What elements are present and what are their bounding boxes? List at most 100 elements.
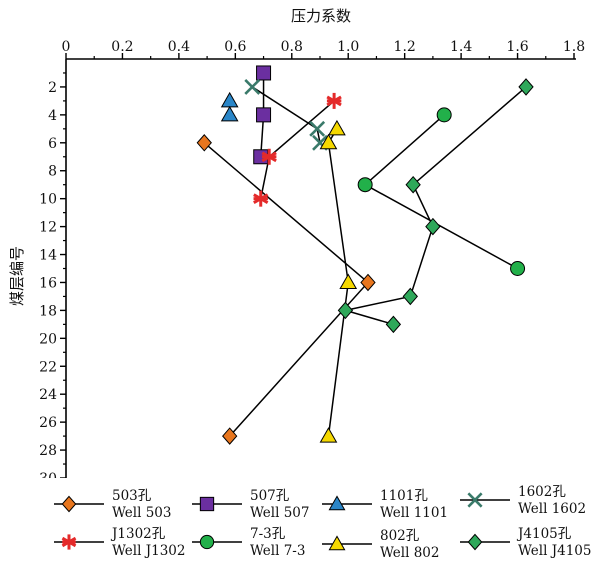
x-tick-label: 0.4 (168, 39, 190, 55)
data-point (357, 177, 373, 193)
legend: 503孔 Well 503 507孔 Well 507 1101孔 Well 1… (0, 478, 591, 564)
data-point-stroke (244, 79, 261, 95)
x-tick-label: 0.6 (224, 39, 246, 55)
legend-symbol (460, 533, 510, 551)
legend-label-en: Well 507 (250, 505, 310, 521)
legend-label-en: Well J1302 (112, 543, 186, 559)
data-point (220, 91, 239, 108)
data-point (510, 261, 526, 276)
chart-svg: 压力系数 煤层编号 0 0.2 0.4 0.6 0.8 1.0 1.2 1.4 1.6 1.824… (8, 7, 585, 487)
x-tick-label: 1.2 (394, 39, 416, 55)
legend-symbol (322, 535, 372, 551)
data-point (199, 534, 215, 550)
data-point-stroke (467, 492, 483, 508)
legend-symbol (54, 534, 104, 550)
data-point (244, 79, 261, 95)
y-tick-label: 4 (48, 108, 57, 124)
data-point (518, 78, 534, 96)
y-tick-label: 24 (39, 387, 57, 403)
legend-label-en: Well 802 (380, 545, 440, 561)
y-tick-label: 22 (39, 359, 57, 375)
y-tick-label: 14 (39, 248, 57, 264)
data-point (220, 105, 239, 122)
legend-label: 503孔 (112, 488, 152, 504)
x-tick-label: 1.6 (506, 39, 528, 55)
y-tick-label: 18 (39, 303, 57, 319)
legend-item: 7-3孔 Well 7-3 (190, 526, 340, 566)
data-point (339, 273, 358, 289)
data-point (309, 120, 326, 137)
data-point (405, 175, 421, 194)
y-tick-label: 30 (39, 471, 57, 478)
series-lines (203, 72, 527, 437)
data-point (61, 495, 77, 513)
x-tick-label: 1.4 (450, 39, 472, 55)
x-tick-label: 0.2 (111, 39, 133, 55)
legend-symbol (192, 534, 242, 550)
data-point (253, 190, 269, 207)
series-line (345, 86, 527, 326)
data-point (222, 427, 238, 445)
data-point (385, 315, 402, 334)
legend-item: 1101孔 Well 1101 (320, 488, 470, 528)
legend-label: 1101孔 (380, 488, 428, 504)
x-tick-label: 0 (62, 39, 71, 55)
y-axis-title: 煤层编号 (8, 246, 26, 306)
legend-label-en: Well 503 (112, 505, 172, 521)
data-point-stroke (309, 120, 326, 137)
data-point (467, 492, 483, 508)
legend-label-en: Well 1101 (380, 505, 449, 521)
data-point (196, 134, 212, 152)
y-tick-label: 8 (48, 164, 57, 180)
y-tick-label: 20 (39, 331, 57, 347)
legend-item: 503孔 Well 503 (52, 488, 202, 528)
data-point (425, 217, 441, 236)
legend-label: 1602孔 (518, 484, 566, 500)
legend-item: 507孔 Well 507 (190, 488, 340, 528)
series-line (203, 142, 370, 437)
x-tick-label: 1.0 (337, 39, 359, 55)
y-tick-label: 26 (39, 415, 57, 431)
data-point (319, 427, 338, 443)
data-point (402, 287, 418, 306)
series-line (363, 114, 518, 270)
legend-item: 802孔 Well 802 (320, 528, 470, 568)
axes: 0 0.2 0.4 0.6 0.8 1.0 1.2 1.4 1.6 1.8246810121416… (39, 39, 585, 487)
legend-label: 507孔 (250, 488, 290, 504)
data-point (467, 533, 483, 551)
legend-symbol (460, 492, 510, 508)
legend-symbol (54, 495, 104, 513)
legend-item: J4105孔 Well J4105 (458, 526, 591, 566)
y-tick-label: 2 (48, 80, 57, 96)
legend-label: 802孔 (380, 528, 420, 544)
y-tick-label: 12 (39, 220, 57, 236)
data-point (337, 301, 354, 320)
data-point (360, 273, 376, 292)
data-point (326, 92, 342, 109)
x-tick-label: 0.8 (281, 39, 303, 55)
data-point (61, 534, 77, 550)
data-point (199, 496, 215, 512)
data-point (328, 535, 346, 551)
data-point (261, 148, 277, 165)
legend-label-en: Well 7-3 (250, 543, 306, 559)
legend-label: J1302孔 (112, 526, 166, 542)
legend-item: J1302孔 Well J1302 (52, 526, 202, 566)
legend-label-en: Well 1602 (518, 501, 587, 517)
legend-item: 1602孔 Well 1602 (458, 484, 591, 524)
series-line (327, 128, 349, 437)
x-tick-label: 1.8 (563, 39, 585, 55)
x-axis-title: 压力系数 (291, 7, 351, 25)
data-point (436, 107, 452, 123)
data-point (256, 65, 272, 81)
y-tick-label: 28 (39, 443, 57, 459)
y-tick-label: 6 (48, 136, 57, 152)
y-tick-label: 10 (39, 192, 57, 208)
data-point (328, 119, 346, 136)
legend-label: 7-3孔 (250, 526, 286, 542)
legend-label-en: Well J4105 (518, 543, 591, 559)
series-markers (196, 65, 534, 445)
data-point (256, 107, 272, 123)
legend-symbol (322, 495, 372, 511)
